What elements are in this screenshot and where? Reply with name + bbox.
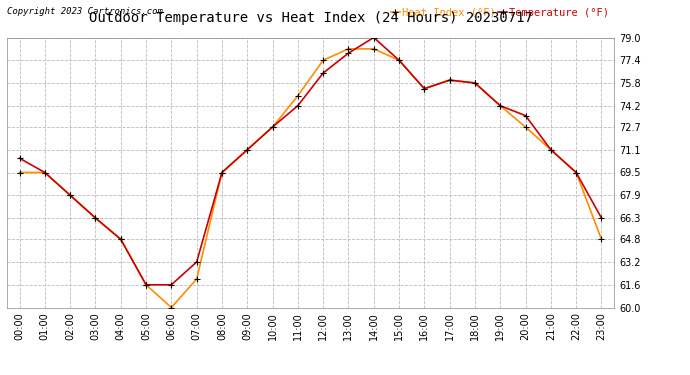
- Temperature (°F): [319, 71, 327, 75]
- Heat Index (°F): [395, 58, 403, 63]
- Temperature (°F): [395, 58, 403, 63]
- Line: Heat Index (°F): Heat Index (°F): [16, 45, 605, 311]
- Heat Index (°F): [41, 170, 49, 175]
- Temperature (°F): [546, 147, 555, 152]
- Temperature (°F): [344, 51, 353, 56]
- Line: Temperature (°F): Temperature (°F): [16, 34, 605, 288]
- Heat Index (°F): [91, 216, 99, 220]
- Heat Index (°F): [268, 125, 277, 129]
- Temperature (°F): [15, 156, 23, 160]
- Temperature (°F): [370, 35, 378, 40]
- Temperature (°F): [193, 260, 201, 264]
- Heat Index (°F): [167, 305, 175, 310]
- Heat Index (°F): [15, 170, 23, 175]
- Temperature (°F): [420, 86, 428, 91]
- Temperature (°F): [522, 113, 530, 118]
- Temperature (°F): [268, 125, 277, 129]
- Heat Index (°F): [370, 46, 378, 51]
- Heat Index (°F): [142, 282, 150, 287]
- Temperature (°F): [496, 104, 504, 108]
- Temperature (°F): [41, 170, 49, 175]
- Heat Index (°F): [319, 58, 327, 63]
- Heat Index (°F): [496, 104, 504, 108]
- Text: Outdoor Temperature vs Heat Index (24 Hours) 20230717: Outdoor Temperature vs Heat Index (24 Ho…: [88, 11, 533, 25]
- Heat Index (°F): [471, 81, 479, 85]
- Heat Index (°F): [193, 277, 201, 281]
- Heat Index (°F): [344, 46, 353, 51]
- Heat Index (°F): [420, 86, 428, 91]
- Temperature (°F): [91, 216, 99, 220]
- Temperature (°F): [167, 282, 175, 287]
- Heat Index (°F): [117, 237, 125, 242]
- Heat Index (°F): [598, 237, 606, 242]
- Legend: Heat Index (°F), Temperature (°F): Heat Index (°F), Temperature (°F): [391, 8, 609, 18]
- Temperature (°F): [598, 216, 606, 220]
- Temperature (°F): [218, 170, 226, 175]
- Temperature (°F): [294, 104, 302, 108]
- Heat Index (°F): [572, 170, 580, 175]
- Heat Index (°F): [218, 170, 226, 175]
- Temperature (°F): [243, 147, 251, 152]
- Heat Index (°F): [446, 78, 454, 82]
- Text: Copyright 2023 Cartronics.com: Copyright 2023 Cartronics.com: [7, 7, 163, 16]
- Heat Index (°F): [243, 147, 251, 152]
- Temperature (°F): [66, 193, 75, 198]
- Temperature (°F): [471, 81, 479, 85]
- Heat Index (°F): [522, 125, 530, 129]
- Heat Index (°F): [546, 147, 555, 152]
- Temperature (°F): [142, 282, 150, 287]
- Heat Index (°F): [294, 93, 302, 98]
- Temperature (°F): [117, 237, 125, 242]
- Temperature (°F): [572, 170, 580, 175]
- Heat Index (°F): [66, 193, 75, 198]
- Temperature (°F): [446, 78, 454, 82]
